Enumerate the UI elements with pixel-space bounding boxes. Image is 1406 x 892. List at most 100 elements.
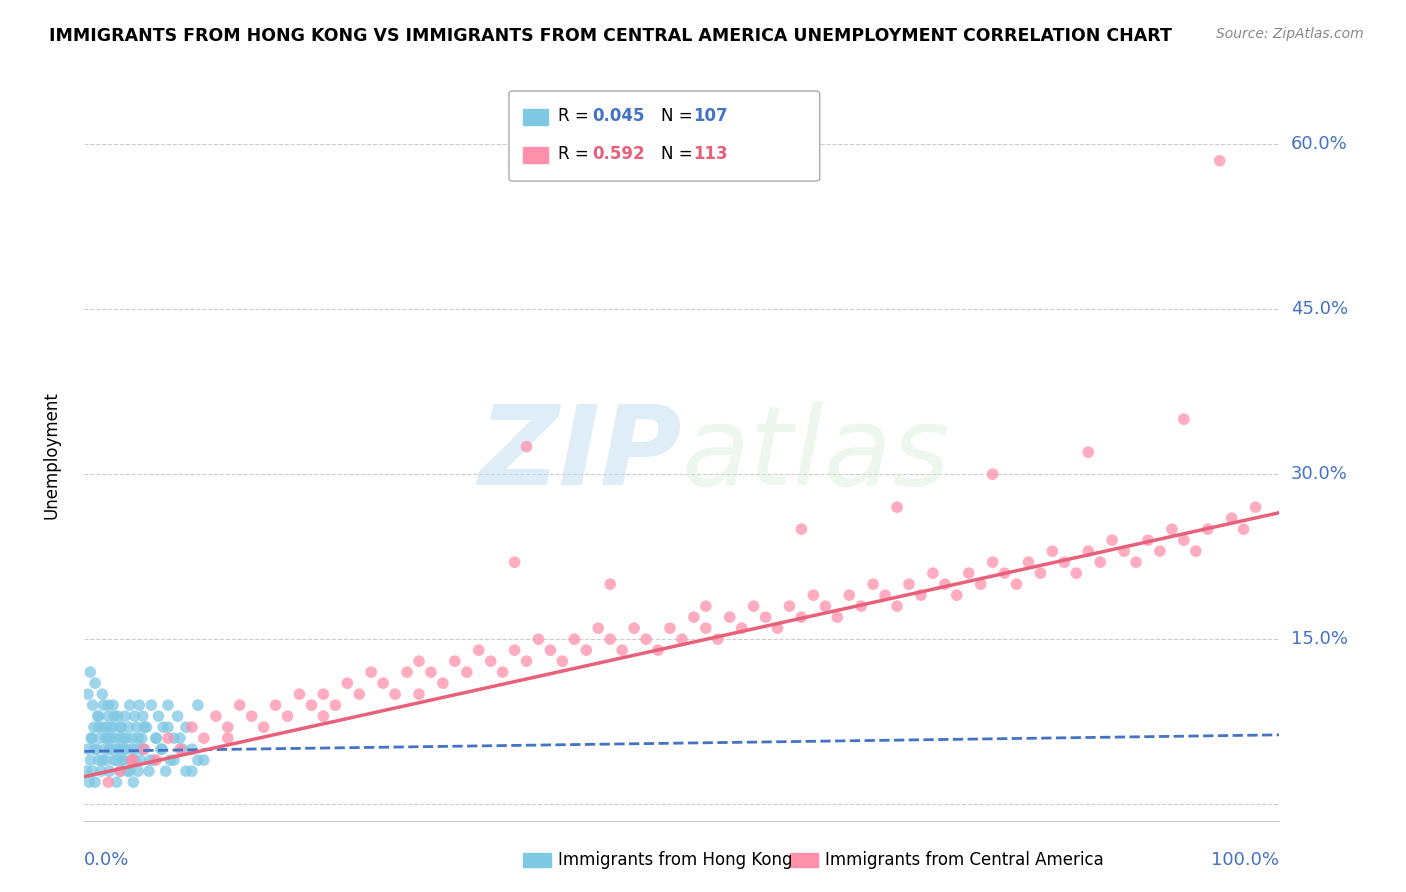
Point (105, 753, 128, 767)
Point (503, 643, 526, 657)
Point (277, 709, 299, 723)
Point (131, 742, 153, 756)
Point (94, 720, 117, 734)
Text: 60.0%: 60.0% (1291, 136, 1347, 153)
Point (80, 731, 103, 746)
Point (98, 742, 121, 756)
Text: 15.0%: 15.0% (1291, 630, 1347, 648)
Point (742, 599, 765, 614)
Point (87, 709, 110, 723)
Point (87, 720, 110, 734)
Point (193, 731, 215, 746)
Point (108, 742, 131, 756)
Point (1173, 412, 1195, 426)
Point (84, 742, 107, 756)
Point (120, 753, 142, 767)
Text: Source: ZipAtlas.com: Source: ZipAtlas.com (1216, 27, 1364, 41)
Point (444, 654, 467, 668)
Text: 107: 107 (693, 107, 728, 125)
Point (408, 687, 430, 701)
Point (240, 709, 263, 723)
Point (90, 764, 112, 779)
Point (82, 764, 104, 779)
Point (898, 577, 921, 591)
Point (159, 753, 181, 767)
Point (875, 588, 897, 602)
Point (456, 665, 478, 680)
Text: IMMIGRANTS FROM HONG KONG VS IMMIGRANTS FROM CENTRAL AMERICA UNEMPLOYMENT CORREL: IMMIGRANTS FROM HONG KONG VS IMMIGRANTS … (49, 27, 1173, 45)
Point (152, 720, 174, 734)
Point (145, 731, 167, 746)
Text: atlas: atlas (682, 401, 950, 508)
Point (181, 742, 204, 756)
Point (838, 588, 860, 602)
Point (253, 720, 276, 734)
Point (516, 654, 538, 668)
Text: Immigrants from Hong Kong: Immigrants from Hong Kong (558, 851, 793, 869)
Point (408, 654, 430, 668)
Point (139, 753, 162, 767)
Point (100, 731, 122, 746)
Point (599, 577, 621, 591)
Point (77, 742, 100, 756)
Point (527, 632, 550, 647)
Point (468, 643, 491, 657)
Point (100, 720, 122, 734)
Point (396, 665, 419, 680)
Point (84, 775, 107, 789)
Point (84, 676, 107, 690)
Point (659, 621, 682, 635)
Point (803, 588, 825, 602)
Point (150, 742, 173, 756)
Point (145, 753, 167, 767)
Point (174, 720, 197, 734)
Point (205, 709, 228, 723)
Point (588, 621, 610, 635)
Point (101, 698, 124, 713)
Text: 45.0%: 45.0% (1291, 301, 1348, 318)
Point (76, 764, 98, 779)
Point (145, 731, 167, 746)
Point (540, 643, 562, 657)
Point (101, 720, 124, 734)
Point (312, 709, 335, 723)
Text: 30.0%: 30.0% (1291, 465, 1347, 483)
Point (97, 698, 120, 713)
Point (181, 720, 204, 734)
Point (98, 764, 121, 779)
Point (111, 753, 134, 767)
Text: N =: N = (661, 145, 697, 163)
Point (1185, 544, 1208, 558)
Point (636, 632, 658, 647)
Point (101, 742, 124, 756)
Point (117, 764, 139, 779)
Point (373, 676, 395, 690)
Point (1077, 544, 1099, 558)
Point (77, 775, 100, 789)
Point (91, 720, 114, 734)
Point (886, 599, 908, 614)
Text: 0.592: 0.592 (592, 145, 644, 163)
Point (77, 687, 100, 701)
Point (132, 742, 156, 756)
Point (166, 709, 188, 723)
Point (516, 440, 538, 454)
Point (217, 720, 239, 734)
Point (121, 742, 143, 756)
Point (623, 621, 645, 635)
Point (1137, 533, 1160, 548)
Point (132, 742, 156, 756)
Point (910, 588, 932, 602)
Y-axis label: Unemployment: Unemployment (42, 391, 60, 519)
Point (127, 764, 149, 779)
Point (118, 698, 141, 713)
Point (135, 720, 157, 734)
Point (695, 599, 717, 614)
Point (110, 720, 132, 734)
Point (122, 775, 145, 789)
Point (922, 566, 945, 581)
Point (981, 467, 1004, 482)
Point (599, 632, 621, 647)
Point (129, 753, 152, 767)
Point (127, 731, 149, 746)
